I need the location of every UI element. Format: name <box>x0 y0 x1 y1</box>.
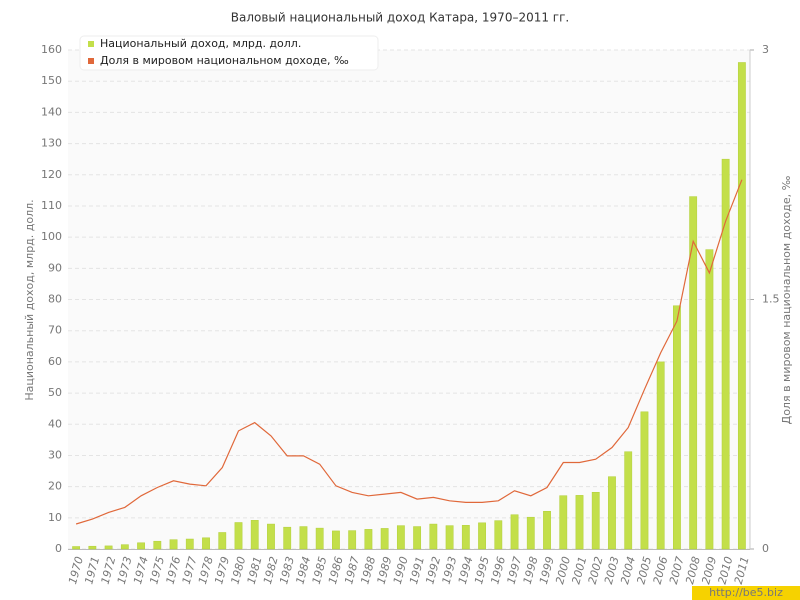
y2-tick-label: 3 <box>762 43 769 56</box>
y-axis-label: Национальный доход, млрд. долл. <box>23 199 36 400</box>
y-tick-label: 50 <box>48 386 62 399</box>
bar <box>380 528 389 550</box>
bar <box>510 514 519 550</box>
legend-swatch <box>88 41 94 47</box>
bar <box>461 525 470 550</box>
bar <box>575 495 584 550</box>
legend-label: Национальный доход, млрд. долл. <box>100 37 301 50</box>
watermark: http://be5.biz <box>709 586 783 599</box>
bar <box>640 411 649 550</box>
bar <box>332 530 340 550</box>
bar <box>445 525 454 550</box>
bar <box>120 544 129 550</box>
bar <box>348 530 357 550</box>
bar <box>494 520 503 550</box>
bar <box>413 526 422 550</box>
bar <box>137 542 145 550</box>
bar <box>364 529 373 550</box>
bar <box>315 527 324 550</box>
y-tick-label: 20 <box>48 480 62 493</box>
chart-title: Валовый национальный доход Катара, 1970–… <box>231 11 569 25</box>
legend-swatch <box>88 58 94 64</box>
bar <box>705 249 714 550</box>
bar <box>721 158 730 550</box>
bar <box>608 476 616 550</box>
y-tick-label: 90 <box>48 261 62 274</box>
y-tick-label: 30 <box>48 448 62 461</box>
bar <box>624 451 633 550</box>
bar <box>283 526 292 550</box>
bar <box>88 545 97 550</box>
bar <box>169 539 178 550</box>
y-tick-label: 40 <box>48 417 62 430</box>
bar <box>591 491 600 550</box>
watermark-bg <box>692 586 800 600</box>
y-tick-label: 120 <box>41 168 62 181</box>
legend-label: Доля в мировом национальном доходе, ‰ <box>100 54 349 67</box>
y-tick-label: 70 <box>48 324 62 337</box>
y-tick-label: 140 <box>41 105 62 118</box>
legend-box <box>79 35 379 71</box>
y-tick-label: 10 <box>48 511 62 524</box>
y-tick-label: 130 <box>41 137 62 150</box>
bar <box>737 62 746 550</box>
bar <box>202 537 210 550</box>
bar <box>218 532 227 550</box>
bar <box>478 522 486 550</box>
bar <box>72 546 81 550</box>
y-tick-label: 160 <box>41 43 62 56</box>
bar <box>559 495 568 550</box>
bar <box>543 511 551 550</box>
y2-tick-label: 1.5 <box>762 293 780 306</box>
y-tick-label: 0 <box>55 542 62 555</box>
y-tick-label: 150 <box>41 74 62 87</box>
bar <box>267 523 275 550</box>
y2-tick-label: 0 <box>762 542 769 555</box>
bar <box>689 196 698 550</box>
line <box>75 179 743 525</box>
y-tick-label: 110 <box>41 199 62 212</box>
bar <box>153 540 162 550</box>
bar <box>396 525 405 550</box>
legend: Национальный доход, млрд. долл. Доля в ми… <box>79 35 379 71</box>
bar <box>250 520 259 550</box>
bar <box>234 522 243 550</box>
bar <box>299 526 308 550</box>
y2-axis-label: Доля в мировом национальном доходе, ‰ <box>780 175 793 424</box>
bar <box>656 361 665 550</box>
bar <box>104 545 113 550</box>
bar <box>673 305 681 550</box>
bar <box>185 538 194 550</box>
y-tick-label: 80 <box>48 293 62 306</box>
bar <box>526 516 535 550</box>
y-tick-label: 60 <box>48 355 62 368</box>
y-tick-label: 100 <box>41 230 62 243</box>
bar <box>429 523 438 550</box>
